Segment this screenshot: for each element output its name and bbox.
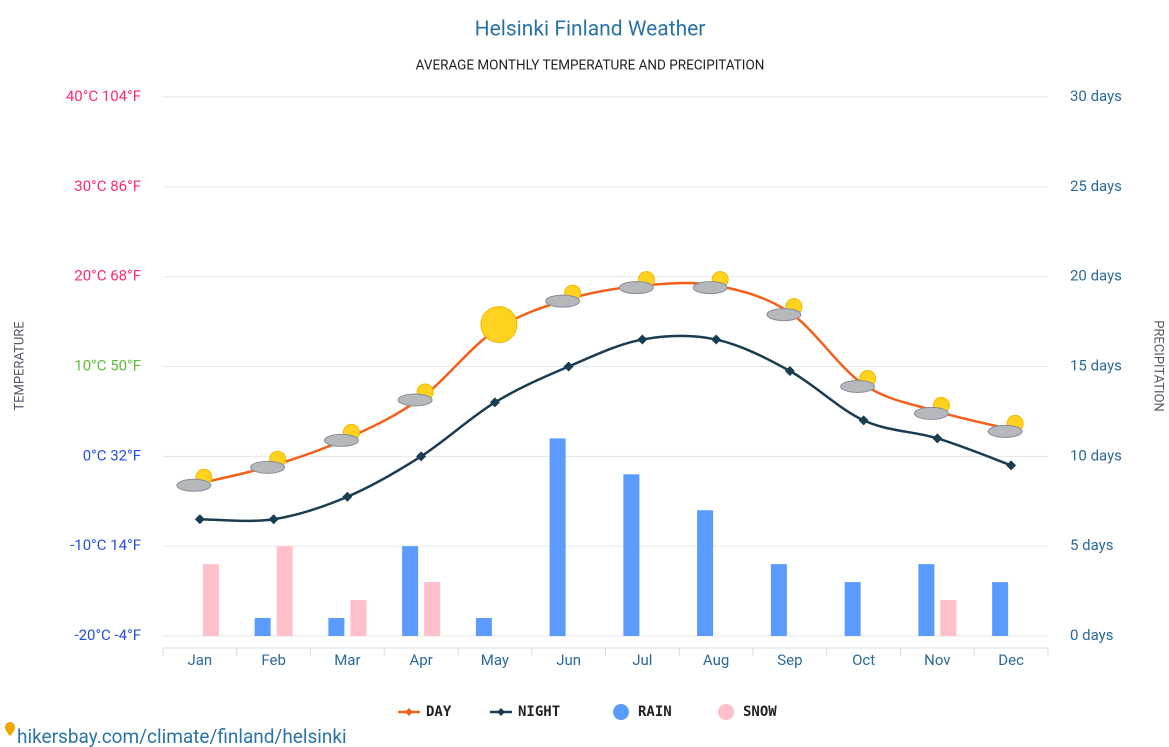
marker: [489, 397, 500, 408]
y-tick-label: 30°C 86°F: [74, 177, 141, 195]
bar: [475, 618, 492, 636]
marker: [711, 334, 722, 345]
marker: [932, 433, 943, 444]
marker: [194, 514, 205, 525]
line: [199, 281, 1012, 485]
x-tick-label: Jul: [632, 651, 652, 669]
bar: [424, 582, 441, 636]
weather-icon: [250, 450, 287, 474]
x-tick-label: Dec: [998, 651, 1024, 669]
bar: [844, 582, 861, 636]
weather-icon: [766, 298, 803, 322]
weather-icon: [480, 306, 518, 344]
marker: [563, 361, 574, 372]
marker: [416, 451, 427, 462]
x-tick-label: Nov: [924, 651, 950, 669]
cloud: [397, 393, 433, 407]
cloud: [766, 308, 802, 322]
y2-tick-label: 30 days: [1070, 87, 1122, 105]
weather-icon: [692, 271, 729, 295]
cloud: [987, 424, 1023, 438]
x-tick-label: Apr: [409, 651, 432, 669]
legend-label: SNOW: [743, 704, 777, 720]
marker: [342, 491, 353, 502]
marker: [1006, 460, 1017, 471]
weather-icon: [618, 271, 655, 295]
weather-icon: [545, 284, 582, 308]
y-tick-label: -10°C 14°F: [70, 536, 141, 554]
legend-label: DAY: [426, 704, 452, 720]
x-tick-label: Jan: [188, 651, 213, 669]
bar: [328, 618, 345, 636]
x-tick-label: Oct: [852, 651, 875, 669]
x-tick-label: Aug: [703, 651, 729, 669]
y2-tick-label: 15 days: [1070, 356, 1122, 374]
cloud: [618, 281, 654, 295]
bar: [402, 546, 419, 636]
cloud: [176, 478, 212, 492]
y2-tick-label: 25 days: [1070, 177, 1122, 195]
weather-icon: [176, 468, 213, 492]
x-tick-label: Jun: [556, 651, 581, 669]
marker: [784, 365, 795, 376]
x-tick-label: Sep: [777, 651, 802, 669]
y-tick-label: 40°C 104°F: [66, 87, 141, 105]
sun: [480, 306, 518, 344]
bar: [623, 474, 640, 636]
cloud: [840, 379, 876, 393]
y2-tick-label: 5 days: [1070, 536, 1114, 554]
chart-title: Helsinki Finland Weather: [475, 18, 706, 42]
pin-icon: [5, 722, 15, 736]
bar: [276, 546, 293, 636]
bar: [918, 564, 935, 636]
bar: [940, 600, 957, 636]
weather-icon: [397, 383, 434, 407]
cloud: [250, 460, 286, 474]
y2-axis-title: PRECIPITATION: [1151, 320, 1166, 412]
x-tick-label: Mar: [334, 651, 360, 669]
cloud: [545, 294, 581, 308]
bar: [549, 438, 566, 636]
legend-label: RAIN: [638, 704, 672, 720]
marker: [637, 334, 648, 345]
chart-subtitle: AVERAGE MONTHLY TEMPERATURE AND PRECIPIT…: [416, 58, 765, 74]
y-axis-title: TEMPERATURE: [12, 321, 27, 410]
y-tick-label: 0°C 32°F: [83, 446, 141, 464]
bar: [697, 510, 714, 636]
y-tick-label: 10°C 50°F: [74, 356, 141, 374]
bar: [350, 600, 367, 636]
y2-tick-label: 20 days: [1070, 267, 1122, 285]
y-tick-label: 20°C 68°F: [74, 267, 141, 285]
y-tick-label: -20°C -4°F: [74, 626, 141, 644]
weather-icon: [840, 369, 877, 393]
cloud: [913, 406, 949, 420]
bar: [254, 618, 271, 636]
weather-icon: [323, 423, 360, 447]
x-tick-label: May: [481, 651, 509, 669]
weather-icon: [987, 414, 1024, 438]
bar: [202, 564, 219, 636]
legend-swatch: [718, 704, 734, 720]
marker: [858, 415, 869, 426]
bar: [770, 564, 787, 636]
weather-icon: [913, 396, 950, 420]
legend-swatch: [405, 708, 413, 716]
y2-tick-label: 0 days: [1070, 626, 1114, 644]
legend-swatch: [613, 704, 629, 720]
source-link[interactable]: hikersbay.com/climate/finland/helsinki: [17, 725, 347, 747]
bar: [992, 582, 1009, 636]
cloud: [323, 433, 359, 447]
line: [199, 334, 1012, 523]
x-tick-label: Feb: [261, 651, 286, 669]
y2-tick-label: 10 days: [1070, 446, 1122, 464]
legend-swatch: [497, 708, 505, 716]
cloud: [692, 281, 728, 295]
marker: [268, 514, 279, 525]
legend-label: NIGHT: [518, 704, 560, 720]
